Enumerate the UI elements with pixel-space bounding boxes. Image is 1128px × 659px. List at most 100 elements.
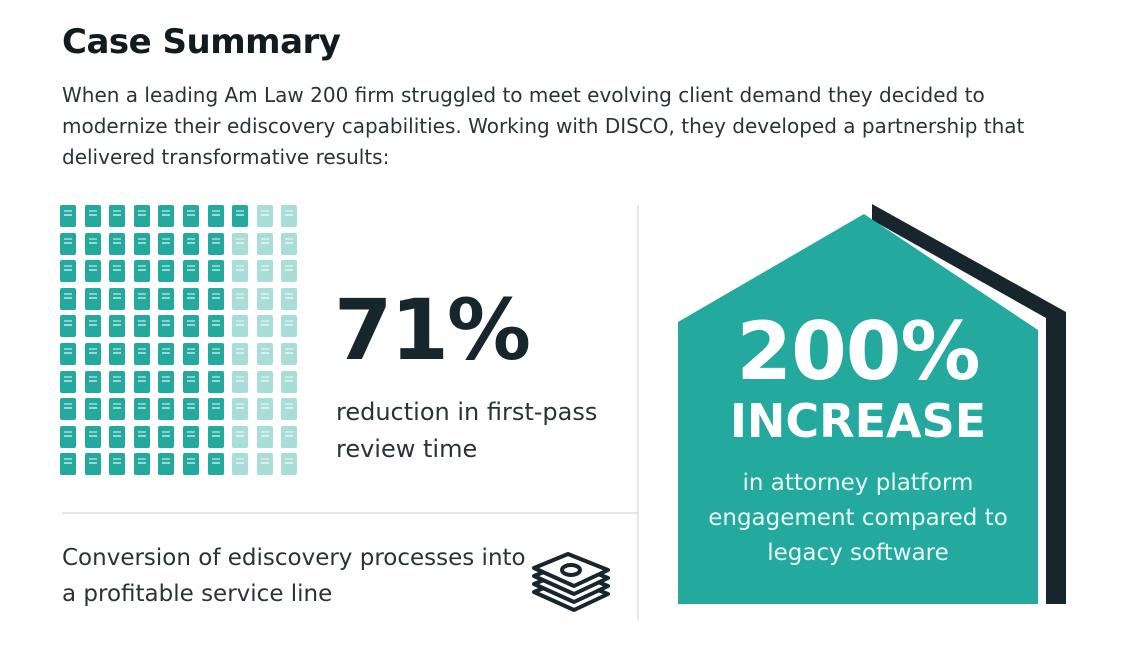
grid-cell [183, 343, 199, 365]
grid-cell [84, 453, 101, 476]
grid-cell [232, 343, 249, 365]
grid-cell [158, 425, 175, 448]
grid-cell [109, 370, 126, 393]
grid-cell [183, 260, 199, 283]
grid-cell [232, 315, 249, 338]
grid-cell [109, 315, 126, 338]
stat-200-description: in attorney platform engagement compared… [708, 470, 1008, 566]
grid-cell [207, 260, 224, 283]
stat-200-headline: INCREASE [729, 394, 987, 448]
grid-cell [84, 370, 101, 393]
grid-cell [183, 453, 199, 476]
grid-cell [256, 398, 273, 421]
grid-cell [133, 370, 150, 393]
grid-cell [158, 453, 175, 476]
grid-cell [60, 370, 76, 393]
grid-cell [60, 315, 76, 338]
grid-cell [84, 205, 101, 227]
grid-cell [60, 205, 76, 227]
grid-cell [109, 205, 126, 227]
grid-cell [158, 315, 175, 338]
vertical-divider [637, 205, 639, 620]
grid-cell [256, 425, 273, 448]
grid-cell [109, 425, 126, 448]
grid-cell [158, 232, 175, 255]
grid-cell [84, 260, 101, 283]
grid-cell [158, 287, 175, 310]
grid-cell [232, 370, 249, 393]
grid-cell [60, 343, 76, 365]
grid-cell [256, 287, 273, 310]
grid-cell [207, 425, 224, 448]
grid-cell [207, 398, 224, 421]
grid-cell [232, 232, 249, 255]
grid-cell [207, 453, 224, 476]
percentage-grid [60, 205, 306, 485]
grid-cell [60, 425, 76, 448]
grid-cell [183, 232, 199, 255]
conversion-statement: Conversion of ediscovery processes into … [62, 545, 526, 607]
grid-cell [60, 260, 76, 283]
grid-cell [60, 287, 76, 310]
grid-cell [109, 453, 126, 476]
grid-cell [183, 370, 199, 393]
grid-cell [183, 398, 199, 421]
grid-cell [158, 205, 175, 227]
grid-cell [281, 260, 298, 283]
grid-cell [232, 260, 249, 283]
grid-cell [207, 205, 224, 227]
grid-cell [60, 453, 76, 476]
grid-cell [256, 370, 273, 393]
grid-cell [84, 287, 101, 310]
grid-cell [133, 315, 150, 338]
grid-cell [256, 453, 273, 476]
grid-cell [256, 232, 273, 255]
stat-71-description: reduction in first-pass review time [336, 398, 598, 463]
grid-cell [232, 425, 249, 448]
grid-cell [158, 370, 175, 393]
money-stack-icon [532, 552, 610, 612]
grid-cell [158, 398, 175, 421]
grid-cell [133, 232, 150, 255]
grid-cell [207, 315, 224, 338]
grid-cell [133, 425, 150, 448]
grid-cell [232, 287, 249, 310]
grid-cell [109, 343, 126, 365]
grid-cell [60, 398, 76, 421]
grid-cell [133, 453, 150, 476]
grid-cell [133, 287, 150, 310]
grid-cell [60, 232, 76, 255]
grid-cell [281, 425, 298, 448]
grid-cell [183, 425, 199, 448]
grid-cell [256, 260, 273, 283]
grid-cell [281, 398, 298, 421]
grid-cell [133, 398, 150, 421]
grid-cell [281, 370, 298, 393]
grid-cell [158, 260, 175, 283]
grid-cell [84, 398, 101, 421]
grid-cell [183, 315, 199, 338]
grid-cell [109, 398, 126, 421]
grid-cell [84, 343, 101, 365]
stat-200-value: 200% [736, 305, 980, 398]
intro-paragraph: When a leading Am Law 200 firm struggled… [62, 83, 1025, 169]
grid-cell [207, 232, 224, 255]
grid-cell [281, 453, 298, 476]
grid-cell [158, 343, 175, 365]
grid-cell [281, 205, 298, 227]
grid-cell [207, 287, 224, 310]
grid-cell [281, 343, 298, 365]
grid-cell [256, 315, 273, 338]
grid-cell [183, 287, 199, 310]
stat-71-value: 71% [334, 281, 531, 379]
grid-cell [109, 232, 126, 255]
grid-cell [84, 315, 101, 338]
house-shape [678, 204, 1066, 604]
grid-cell [232, 205, 249, 227]
grid-cell [133, 205, 150, 227]
grid-cell [256, 343, 273, 365]
grid-cell [84, 425, 101, 448]
grid-cell [281, 287, 298, 310]
grid-cell [207, 370, 224, 393]
grid-cell [109, 287, 126, 310]
